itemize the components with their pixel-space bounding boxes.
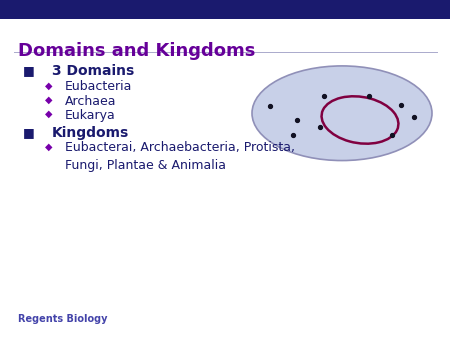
Ellipse shape	[252, 66, 432, 161]
Text: Kingdoms: Kingdoms	[52, 126, 129, 140]
Text: ◆: ◆	[45, 109, 53, 119]
Bar	[0, 0, 450, 19]
Text: ◆: ◆	[45, 95, 53, 105]
Text: ■: ■	[22, 126, 34, 139]
Text: ■: ■	[22, 64, 34, 77]
Text: 3 Domains: 3 Domains	[52, 64, 134, 78]
Text: Eubacteria: Eubacteria	[65, 80, 133, 93]
Text: Regents Biology: Regents Biology	[18, 314, 108, 324]
Text: Eubacterai, Archaebacteria, Protista,
Fungi, Plantae & Animalia: Eubacterai, Archaebacteria, Protista, Fu…	[65, 141, 295, 172]
Text: Archaea: Archaea	[65, 95, 117, 107]
Text: ◆: ◆	[45, 141, 53, 151]
Text: ◆: ◆	[45, 80, 53, 91]
Text: Domains and Kingdoms: Domains and Kingdoms	[18, 42, 256, 60]
Text: Eukarya: Eukarya	[65, 109, 116, 122]
